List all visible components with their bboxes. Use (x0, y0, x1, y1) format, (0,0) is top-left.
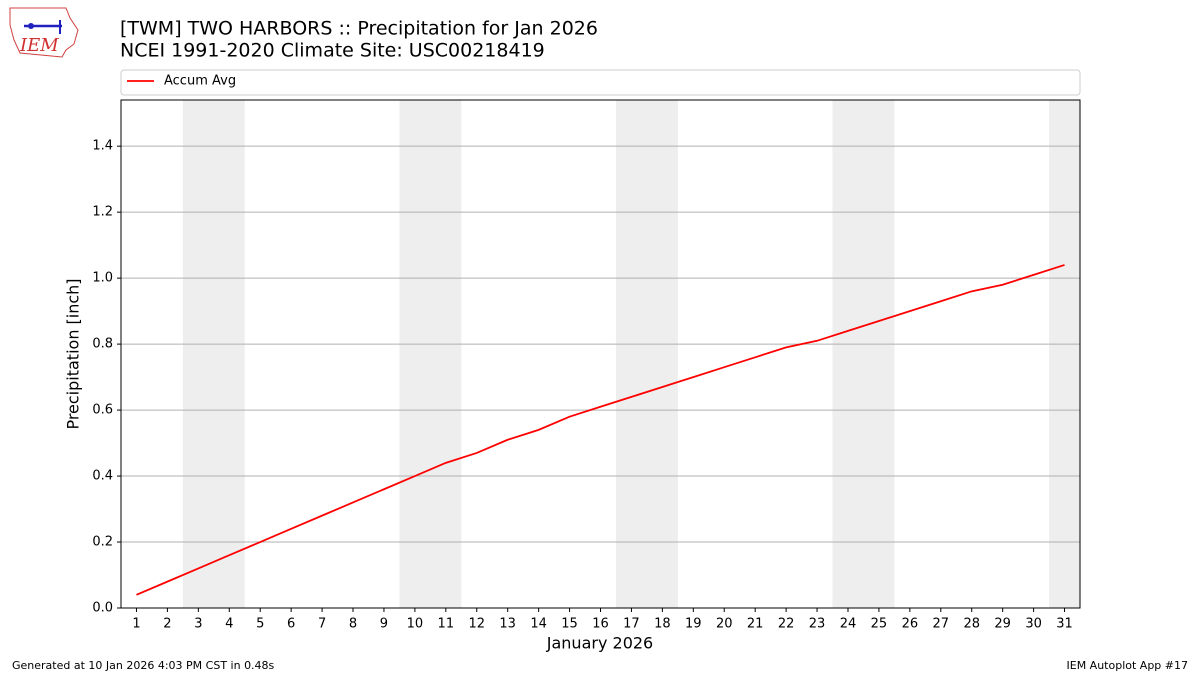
weekend-shade (1049, 100, 1080, 608)
y-tick-label: 0.0 (92, 601, 113, 616)
y-tick-label: 0.2 (92, 535, 113, 550)
y-tick-label: 0.8 (92, 337, 113, 352)
x-tick-label: 26 (902, 617, 919, 632)
y-tick-label: 0.6 (92, 403, 113, 418)
x-tick-label: 21 (747, 617, 764, 632)
x-tick-label: 11 (438, 617, 455, 632)
x-tick-label: 12 (468, 617, 485, 632)
x-tick-label: 23 (809, 617, 826, 632)
x-tick-label: 10 (407, 617, 424, 632)
logo-dot (28, 23, 34, 29)
x-tick-label: 9 (380, 617, 388, 632)
x-tick-label: 4 (225, 617, 233, 632)
x-tick-label: 15 (561, 617, 578, 632)
x-tick-label: 5 (256, 617, 264, 632)
footer-left: Generated at 10 Jan 2026 4:03 PM CST in … (12, 659, 275, 672)
logo: IEM (9, 7, 79, 58)
x-tick-label: 27 (933, 617, 950, 632)
x-tick-label: 25 (871, 617, 888, 632)
y-tick-label: 1.2 (92, 205, 113, 220)
x-tick-label: 18 (654, 617, 671, 632)
x-tick-label: 17 (623, 617, 640, 632)
x-tick-label: 28 (963, 617, 980, 632)
weekend-shade (832, 100, 895, 608)
legend-box (120, 69, 1081, 96)
y-axis-label: Precipitation [inch] (64, 278, 83, 429)
x-tick-label: 16 (592, 617, 609, 632)
x-tick-label: 31 (1056, 617, 1073, 632)
x-tick-label: 24 (840, 617, 857, 632)
x-tick-label: 13 (499, 617, 516, 632)
weekend-shade (399, 100, 462, 608)
x-tick-label: 2 (163, 617, 171, 632)
weekend-shade (615, 100, 678, 608)
y-tick-label: 0.4 (92, 469, 113, 484)
x-tick-label: 19 (685, 617, 702, 632)
x-tick-label: 6 (287, 617, 295, 632)
plot-frame (120, 99, 1081, 609)
logo-text: IEM (19, 35, 59, 56)
x-tick-label: 29 (994, 617, 1011, 632)
data-line (136, 264, 1065, 596)
weekend-shade (182, 100, 245, 608)
y-tick-label: 1.0 (92, 271, 113, 286)
x-tick-label: 3 (194, 617, 202, 632)
x-tick-label: 1 (132, 617, 140, 632)
y-tick-label: 1.4 (92, 139, 113, 154)
x-tick-label: 30 (1025, 617, 1042, 632)
x-axis-label: January 2026 (546, 634, 653, 653)
x-tick-label: 20 (716, 617, 733, 632)
x-tick-label: 8 (349, 617, 357, 632)
legend-label: Accum Avg (164, 74, 236, 89)
x-tick-label: 7 (318, 617, 326, 632)
chart-title: [TWM] TWO HARBORS :: Precipitation for J… (120, 18, 598, 40)
chart-subtitle: NCEI 1991-2020 Climate Site: USC00218419 (120, 40, 545, 62)
footer-right: IEM Autoplot App #17 (1067, 659, 1189, 672)
x-tick-label: 14 (530, 617, 547, 632)
x-tick-label: 22 (778, 617, 795, 632)
